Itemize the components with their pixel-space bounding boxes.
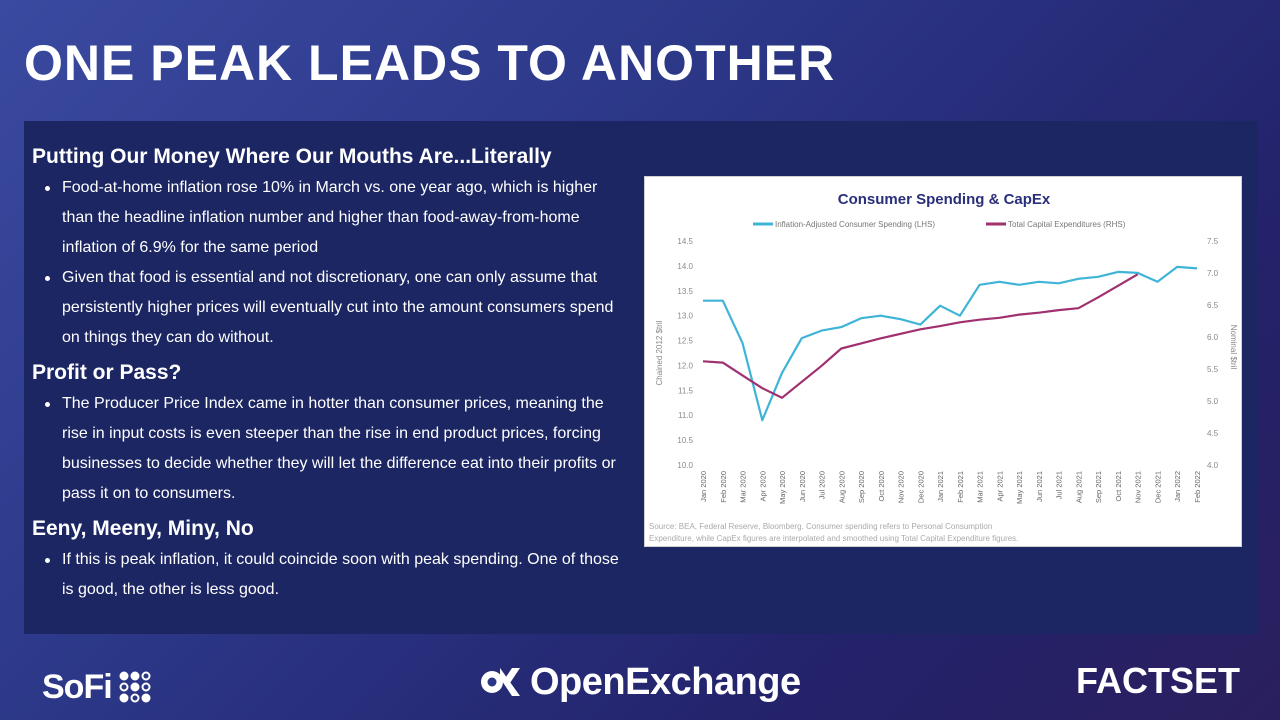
content-panel: Putting Our Money Where Our Mouths Are..… — [24, 121, 1258, 634]
series-line-spending — [703, 265, 1198, 422]
x-tick-label: May 2021 — [1015, 471, 1024, 504]
section-heading-eeny: Eeny, Meeny, Miny, No — [32, 517, 254, 540]
openexchange-logo: OpenExchange — [478, 657, 801, 707]
series-line-capex — [702, 273, 1139, 399]
y-tick-label-right: 5.5 — [1207, 365, 1219, 374]
factset-logo: FACTSET — [1076, 660, 1241, 701]
x-tick-label: Feb 2022 — [1193, 471, 1202, 503]
y-tick-label-left: 11.0 — [678, 411, 694, 420]
chart-source-line-2: Expenditure, while CapEx figures are int… — [649, 534, 1018, 543]
x-tick-label: Oct 2021 — [1114, 471, 1123, 501]
bullet-item: Given that food is essential and not dis… — [45, 263, 632, 353]
y-tick-label-left: 10.5 — [677, 436, 693, 445]
x-tick-label: Apr 2021 — [995, 471, 1004, 501]
x-tick-label: Jun 2020 — [798, 471, 807, 502]
bullet-list-eeny: If this is peak inflation, it could coin… — [32, 545, 632, 605]
section-heading-money: Putting Our Money Where Our Mouths Are..… — [32, 145, 552, 168]
sofi-logo-text: SoFi — [42, 667, 113, 706]
sofi-logo: SoFi — [42, 662, 152, 712]
legend-label-capex: Total Capital Expenditures (RHS) — [1008, 220, 1126, 229]
y-ticks-right: 4.0 4.5 5.0 5.5 6.0 6.5 7.0 7.5 — [1207, 237, 1219, 470]
bullet-list-money: Food-at-home inflation rose 10% in March… — [32, 173, 632, 353]
x-tick-label: Sep 2021 — [1094, 471, 1103, 503]
x-tick-label: Oct 2020 — [877, 471, 886, 501]
x-tick-label: Jan 2020 — [699, 471, 708, 502]
x-tick-label: Aug 2020 — [837, 471, 846, 503]
bullet-item: If this is peak inflation, it could coin… — [45, 545, 632, 605]
bullet-item: The Producer Price Index came in hotter … — [45, 389, 632, 509]
x-tick-label: Jul 2020 — [818, 471, 827, 499]
chart-legend: Inflation-Adjusted Consumer Spending (LH… — [753, 220, 1126, 229]
x-tick-label: Mar 2021 — [976, 471, 985, 503]
x-tick-label: Dec 2021 — [1153, 471, 1162, 503]
y-tick-label-left: 12.5 — [677, 337, 693, 346]
y-tick-label-right: 4.5 — [1207, 429, 1219, 438]
x-tick-label: Jul 2021 — [1055, 471, 1064, 499]
y-axis-label-left: Chained 2012 $tril — [655, 320, 664, 385]
series-lines — [702, 265, 1198, 422]
sofi-dots-icon — [119, 671, 151, 703]
y-tick-label-left: 10.0 — [677, 461, 693, 470]
x-tick-label: Nov 2020 — [897, 471, 906, 503]
x-tick-label: Jan 2022 — [1173, 471, 1182, 502]
x-tick-label: Jan 2021 — [936, 471, 945, 502]
y-tick-label-right: 5.0 — [1207, 397, 1219, 406]
x-tick-label: Nov 2021 — [1134, 471, 1143, 503]
text-column: Putting Our Money Where Our Mouths Are..… — [32, 145, 632, 613]
openexchange-mark-icon — [481, 668, 520, 696]
openexchange-logo-text: OpenExchange — [530, 660, 801, 703]
y-tick-label-right: 7.5 — [1207, 237, 1219, 246]
chart-card: Consumer Spending & CapEx Inflation-Adju… — [644, 176, 1242, 547]
y-tick-label-left: 12.0 — [677, 361, 693, 370]
chart-source-line-1: Source: BEA, Federal Reserve, Bloomberg.… — [649, 522, 992, 531]
page-title: ONE PEAK LEADS TO ANOTHER — [24, 35, 836, 91]
x-tick-label: Sep 2020 — [857, 471, 866, 503]
x-tick-label: May 2020 — [778, 471, 787, 504]
y-tick-label-left: 13.0 — [677, 312, 693, 321]
y-axis-label-right: Nominal $tril — [1229, 325, 1238, 370]
y-tick-label-left: 14.5 — [677, 237, 693, 246]
y-tick-label-left: 11.5 — [678, 386, 694, 395]
bullet-list-profit: The Producer Price Index came in hotter … — [32, 389, 632, 509]
chart-title: Consumer Spending & CapEx — [838, 191, 1051, 208]
x-tick-label: Aug 2021 — [1074, 471, 1083, 503]
x-tick-label: Feb 2021 — [956, 471, 965, 503]
y-tick-label-right: 6.5 — [1207, 301, 1219, 310]
y-tick-label-right: 4.0 — [1207, 461, 1219, 470]
y-tick-label-left: 13.5 — [677, 287, 693, 296]
y-tick-label-right: 7.0 — [1207, 269, 1219, 278]
section-heading-profit: Profit or Pass? — [32, 361, 182, 384]
y-tick-label-right: 6.0 — [1207, 333, 1219, 342]
x-tick-label: Jun 2021 — [1035, 471, 1044, 502]
y-tick-label-left: 14.0 — [677, 262, 693, 271]
x-tick-label: Mar 2020 — [739, 471, 748, 503]
x-tick-label: Apr 2020 — [758, 471, 767, 501]
bullet-item: Food-at-home inflation rose 10% in March… — [45, 173, 632, 263]
legend-label-spending: Inflation-Adjusted Consumer Spending (LH… — [775, 220, 935, 229]
y-ticks-left: 10.0 10.5 11.0 11.5 12.0 12.5 13.0 13.5 14.0 14.5 — [677, 237, 693, 470]
x-tick-label: Dec 2020 — [916, 471, 925, 503]
x-ticks: Jan 2020 Feb 2020 Mar 2020 Apr 2020 May 2020… — [699, 471, 1202, 504]
consumer-spending-capex-chart: Consumer Spending & CapEx Inflation-Adju… — [649, 191, 1238, 543]
x-tick-label: Feb 2020 — [719, 471, 728, 503]
